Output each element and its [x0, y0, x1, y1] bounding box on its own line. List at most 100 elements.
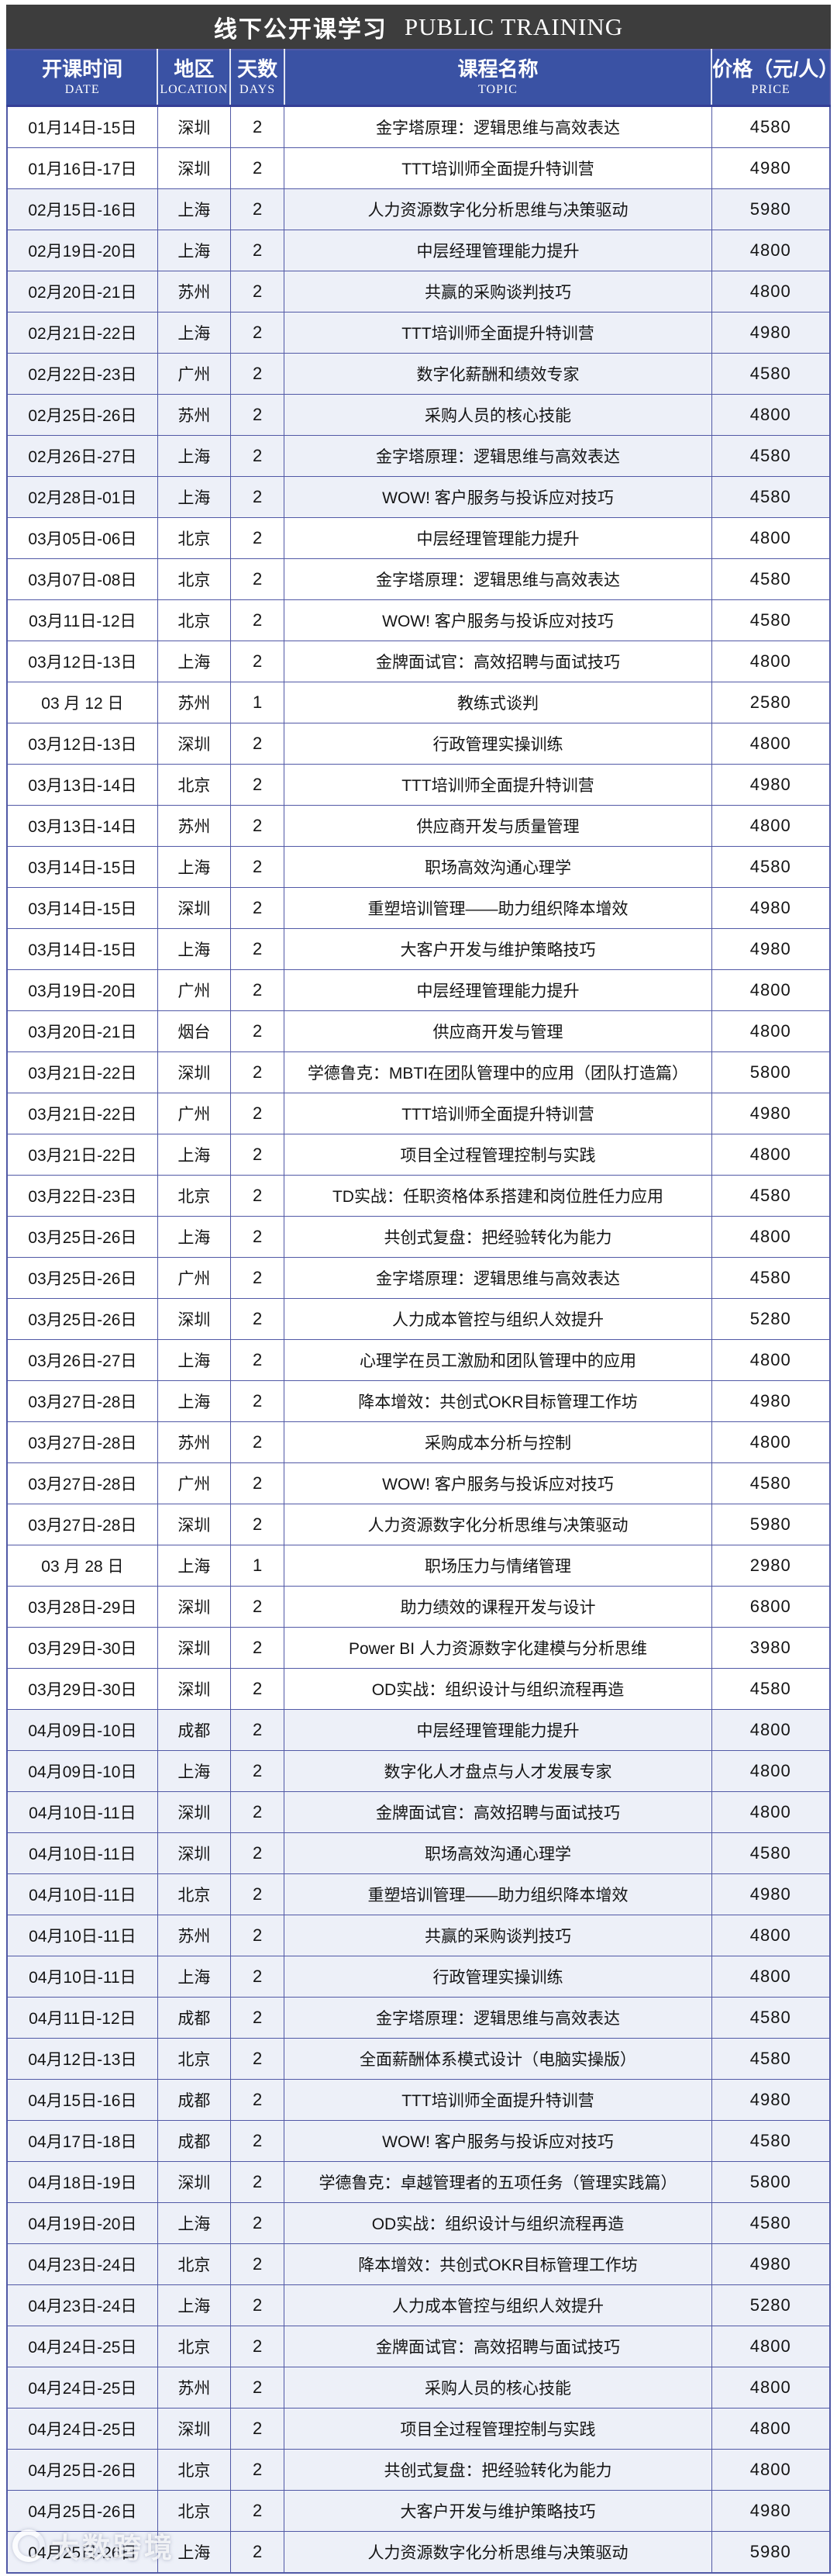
days-cell: 2	[229, 558, 285, 600]
date-cell: 02月21日-22日	[6, 312, 158, 354]
date-cell: 03月27日-28日	[6, 1380, 158, 1422]
price-cell: 4980	[711, 312, 831, 354]
days-cell: 2	[229, 1709, 285, 1751]
location-cell: 苏州	[157, 1421, 231, 1463]
date-cell: 03月21日-22日	[6, 1051, 158, 1093]
location-cell: 深圳	[157, 1504, 231, 1545]
date-cell: 02月26日-27日	[6, 435, 158, 477]
price-cell: 4580	[711, 353, 831, 395]
topic-cell: 职场高效沟通心理学	[284, 1832, 712, 1874]
topic-cell: 共创式复盘：把经验转化为能力	[284, 1216, 712, 1258]
col-header-location-en: LOCATION	[160, 82, 229, 96]
price-cell: 4980	[711, 764, 831, 806]
price-cell: 3980	[711, 1627, 831, 1669]
days-cell: 2	[229, 2531, 285, 2574]
location-cell: 北京	[157, 1175, 231, 1217]
table-row: 04月12日-13日 北京 2 全面薪酬体系模式设计（电脑实操版） 4580	[6, 2038, 831, 2080]
days-cell: 2	[229, 2326, 285, 2367]
col-header-days-cn: 天数	[237, 57, 278, 81]
topic-cell: 人力成本管控与组织人效提升	[284, 2284, 712, 2326]
location-cell: 北京	[157, 558, 231, 600]
price-cell: 4800	[711, 2408, 831, 2450]
table-row: 04月18日-19日 深圳 2 学德鲁克：卓越管理者的五项任务（管理实践篇） 5800	[6, 2161, 831, 2203]
date-cell: 04月23日-24日	[6, 2284, 158, 2326]
col-header-date: 开课时间 DATE	[5, 49, 158, 107]
price-cell: 4580	[711, 1832, 831, 1874]
topic-cell: 数字化薪酬和绩效专家	[284, 353, 712, 395]
date-cell: 03月25日-26日	[6, 1216, 158, 1258]
days-cell: 2	[229, 2243, 285, 2285]
price-cell: 5280	[711, 1298, 831, 1340]
location-cell: 上海	[157, 846, 231, 888]
date-cell: 03月11日-12日	[6, 599, 158, 641]
date-cell: 03月13日-14日	[6, 764, 158, 806]
price-cell: 4800	[711, 1750, 831, 1792]
col-header-days: 天数 DAYS	[229, 49, 285, 107]
date-cell: 03月21日-22日	[6, 1134, 158, 1176]
location-cell: 广州	[157, 1093, 231, 1134]
days-cell: 2	[229, 1051, 285, 1093]
days-cell: 2	[229, 928, 285, 970]
price-cell: 4980	[711, 1093, 831, 1134]
table-row: 03月21日-22日 深圳 2 学德鲁克：MBTI在团队管理中的应用（团队打造篇） 58…	[6, 1051, 831, 1093]
col-header-location: 地区 LOCATION	[157, 49, 231, 107]
date-cell: 02月25日-26日	[6, 394, 158, 436]
price-cell: 4580	[711, 2202, 831, 2244]
date-cell: 04月25日-26日	[6, 2490, 158, 2532]
topic-cell: 共赢的采购谈判技巧	[284, 271, 712, 313]
days-cell: 2	[229, 887, 285, 929]
location-cell: 上海	[157, 1134, 231, 1176]
topic-cell: 采购成本分析与控制	[284, 1421, 712, 1463]
location-cell: 深圳	[157, 1627, 231, 1669]
table-body: 01月14日-15日 深圳 2 金字塔原理：逻辑思维与高效表达 4580 01月16日-1…	[6, 105, 831, 2574]
table-row: 04月24日-25日 深圳 2 项目全过程管理控制与实践 4800	[6, 2408, 831, 2450]
topic-cell: 心理学在员工激励和团队管理中的应用	[284, 1339, 712, 1381]
location-cell: 广州	[157, 353, 231, 395]
price-cell: 4980	[711, 2243, 831, 2285]
location-cell: 广州	[157, 1462, 231, 1504]
date-cell: 04月09日-10日	[6, 1750, 158, 1792]
price-cell: 2580	[711, 682, 831, 723]
topic-cell: WOW! 客户服务与投诉应对技巧	[284, 2120, 712, 2162]
location-cell: 深圳	[157, 887, 231, 929]
table-row: 03月29日-30日 深圳 2 Power BI 人力资源数字化建模与分析思维 3980	[6, 1627, 831, 1669]
price-cell: 4980	[711, 147, 831, 189]
date-cell: 03月07日-08日	[6, 558, 158, 600]
table-row: 03月12日-13日 上海 2 金牌面试官：高效招聘与面试技巧 4800	[6, 641, 831, 682]
table-row: 03月14日-15日 上海 2 大客户开发与维护策略技巧 4980	[6, 928, 831, 970]
table-row: 04月23日-24日 北京 2 降本增效：共创式OKR目标管理工作坊 4980	[6, 2243, 831, 2285]
days-cell: 2	[229, 1093, 285, 1134]
price-cell: 4800	[711, 723, 831, 765]
days-cell: 2	[229, 1586, 285, 1628]
topic-cell: 助力绩效的课程开发与设计	[284, 1586, 712, 1628]
table-row: 03月25日-26日 上海 2 共创式复盘：把经验转化为能力 4800	[6, 1216, 831, 1258]
topic-cell: 人力资源数字化分析思维与决策驱动	[284, 188, 712, 230]
table-row: 01月14日-15日 深圳 2 金字塔原理：逻辑思维与高效表达 4580	[6, 105, 831, 148]
days-cell: 2	[229, 2490, 285, 2532]
topic-cell: 中层经理管理能力提升	[284, 969, 712, 1011]
price-cell: 4980	[711, 2490, 831, 2532]
price-cell: 4800	[711, 1709, 831, 1751]
days-cell: 2	[229, 394, 285, 436]
topic-cell: 全面薪酬体系模式设计（电脑实操版）	[284, 2038, 712, 2080]
topic-cell: TD实战：任职资格体系搭建和岗位胜任力应用	[284, 1175, 712, 1217]
table-row: 03月27日-28日 广州 2 WOW! 客户服务与投诉应对技巧 4580	[6, 1462, 831, 1504]
topic-cell: 行政管理实操训练	[284, 723, 712, 765]
col-header-location-cn: 地区	[174, 57, 215, 81]
topic-cell: 大客户开发与维护策略技巧	[284, 928, 712, 970]
topic-cell: Power BI 人力资源数字化建模与分析思维	[284, 1627, 712, 1669]
days-cell: 2	[229, 1668, 285, 1710]
table-row: 02月28日-01日 上海 2 WOW! 客户服务与投诉应对技巧 4580	[6, 476, 831, 518]
topic-cell: OD实战：组织设计与组织流程再造	[284, 2202, 712, 2244]
price-cell: 4980	[711, 1873, 831, 1915]
price-cell: 4800	[711, 1791, 831, 1833]
date-cell: 04月10日-11日	[6, 1956, 158, 1998]
days-cell: 2	[229, 2038, 285, 2080]
price-cell: 4580	[711, 2038, 831, 2080]
date-cell: 04月10日-11日	[6, 1873, 158, 1915]
date-cell: 04月24日-25日	[6, 2367, 158, 2409]
date-cell: 03月12日-13日	[6, 723, 158, 765]
days-cell: 2	[229, 230, 285, 271]
price-cell: 4800	[711, 1010, 831, 1052]
days-cell: 2	[229, 147, 285, 189]
